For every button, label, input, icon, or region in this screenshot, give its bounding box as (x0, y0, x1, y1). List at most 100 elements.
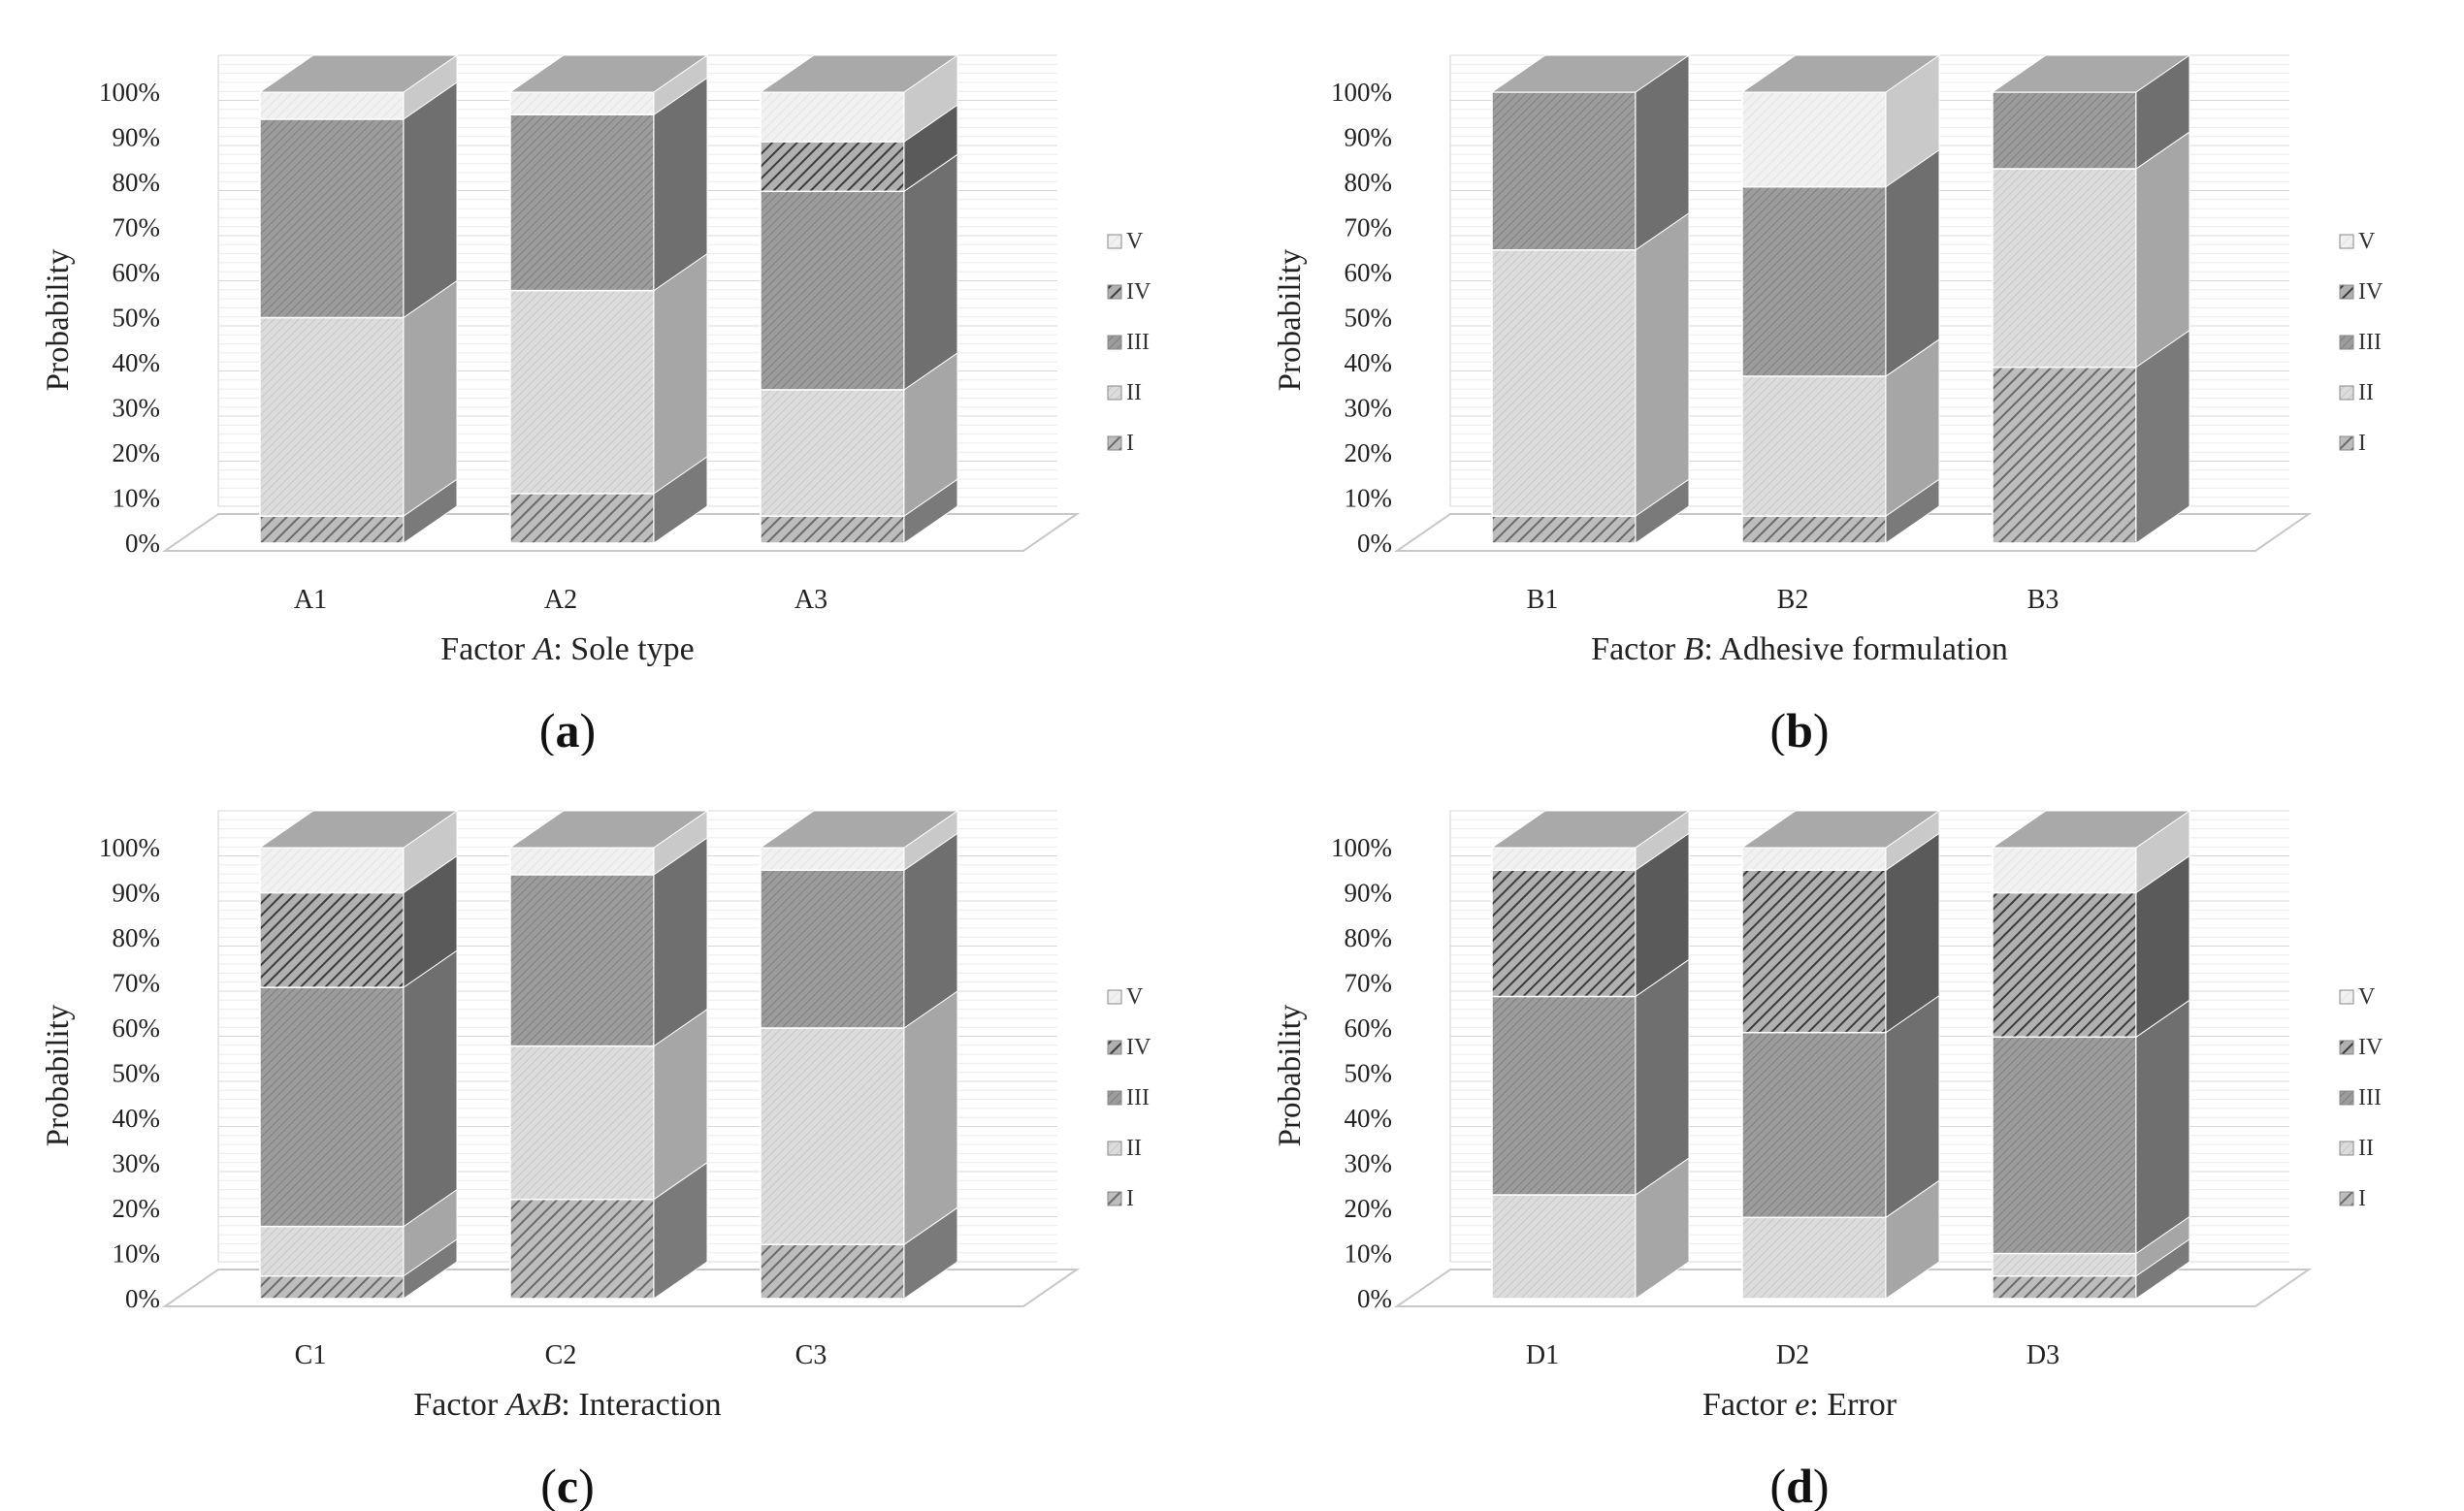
chart-panel-b: 0% 10% 20% 30% 40% 50% 60% 70% 80% 90% 100% B1 B2 B3… (1232, 0, 2464, 756)
y-tick-label: 100% (99, 833, 160, 862)
bar-top (759, 810, 959, 849)
legend-label: IV (1126, 279, 1151, 305)
bar-side-III (403, 949, 458, 1228)
x-tick-label: C1 (295, 1340, 327, 1370)
bar-segment-V (1741, 847, 1887, 871)
legend-swatch-V (1107, 234, 1122, 249)
bar-segment-I (1992, 366, 2137, 544)
stacked-bar-chart-c: 0% 10% 20% 30% 40% 50% 60% 70% 80% 90% 100% C1 C2 C3… (41, 810, 1151, 1511)
y-tick-label: 100% (1331, 833, 1392, 862)
bar-segment-II (509, 289, 655, 495)
panel-caption: (a) (539, 703, 596, 756)
chart-panel-d: 0% 10% 20% 30% 40% 50% 60% 70% 80% 90% 100% D1 D2 D3… (1232, 756, 2464, 1511)
y-axis-label: Probability (1273, 1004, 1308, 1146)
x-tick-label: C3 (795, 1340, 827, 1370)
bar-segment-II (1491, 249, 1637, 517)
legend-swatch-V (2339, 234, 2354, 249)
x-axis-label: Factor A: Sole type (440, 631, 695, 667)
y-tick-label: 10% (113, 1239, 161, 1269)
y-tick-label: 60% (113, 1013, 161, 1043)
bar-side-III (2135, 999, 2190, 1255)
y-tick-label: 40% (113, 1104, 161, 1133)
bar-segment-III (509, 113, 655, 292)
legend-label: I (2358, 1186, 2366, 1211)
bar-segment-I (1491, 515, 1637, 544)
bar-side-III (1885, 994, 1940, 1219)
y-tick-label: 50% (1345, 1059, 1393, 1088)
y-tick-labels: 0% 10% 20% 30% 40% 50% 60% 70% 80% 90% 100% (1331, 78, 1392, 558)
y-tick-labels: 0% 10% 20% 30% 40% 50% 60% 70% 80% 90% 100% (99, 78, 160, 558)
x-tick-labels: D1 D2 D3 (1526, 1340, 2059, 1370)
bar-segment-III (509, 874, 655, 1047)
y-tick-label: 100% (1331, 78, 1392, 107)
y-tick-label: 70% (113, 213, 161, 242)
legend-label: IV (2358, 279, 2383, 305)
bar-segment-V (259, 847, 405, 894)
y-tick-label: 80% (1345, 923, 1393, 952)
bar-side-III (1635, 958, 1690, 1197)
bar-segment-II (509, 1045, 655, 1201)
legend-swatch-I (2339, 435, 2354, 451)
panel-caption: (d) (1769, 1459, 1829, 1511)
legend-label: II (1126, 1136, 1142, 1161)
x-tick-labels: A1 A2 A3 (294, 585, 827, 615)
bar-top (258, 810, 459, 849)
legend-label: III (1126, 1085, 1150, 1110)
bar-segment-II (1491, 1194, 1637, 1300)
bar-top (1991, 810, 2191, 849)
y-axis-label: Probability (1273, 248, 1308, 391)
bar-segment-III (1741, 1031, 1887, 1219)
legend-swatch-I (1107, 1191, 1122, 1206)
bar-top (1740, 54, 1941, 93)
bar-segment-I (760, 515, 905, 544)
bar-side-II (903, 990, 958, 1246)
y-tick-label: 10% (1345, 1239, 1393, 1269)
bar-segment-II (760, 1027, 905, 1245)
bar-segment-II (1992, 168, 2137, 369)
bar-A2 (508, 54, 709, 544)
legend-label: II (1126, 380, 1142, 405)
y-tick-label: 80% (113, 923, 161, 952)
bar-segment-IV (760, 141, 905, 193)
bar-segment-III (1992, 1036, 2137, 1255)
bar-top (1490, 810, 1691, 849)
bar-segment-III (1741, 185, 1887, 377)
bar-segment-IV (1491, 869, 1637, 998)
y-tick-label: 40% (113, 348, 161, 377)
bar-segment-II (1992, 1252, 2137, 1277)
bar-segment-II (760, 389, 905, 517)
y-tick-label: 40% (1345, 348, 1393, 377)
bar-segment-V (509, 91, 655, 115)
legend-swatch-II (1107, 1141, 1122, 1156)
bar-segment-I (509, 493, 655, 544)
bar-segment-III (760, 190, 905, 391)
y-tick-label: 60% (1345, 258, 1393, 287)
y-tick-label: 30% (1345, 1149, 1393, 1178)
x-tick-label: A3 (794, 585, 827, 615)
y-tick-label: 60% (1345, 1013, 1393, 1043)
y-tick-label: 90% (113, 123, 161, 152)
legend-swatch-IV (2339, 1040, 2354, 1055)
bars (1490, 54, 2191, 544)
legend-label: I (1126, 431, 1134, 456)
bar-top (508, 810, 709, 849)
bar-top (759, 54, 959, 93)
bar-segment-III (1491, 91, 1637, 251)
y-tick-label: 70% (1345, 213, 1393, 242)
bar-segment-I (509, 1198, 655, 1300)
bar-A3 (759, 54, 959, 544)
legend-label: II (2358, 380, 2374, 405)
bars (258, 810, 959, 1300)
legend-label: III (1126, 330, 1150, 355)
legend-swatch-V (2339, 989, 2354, 1005)
y-tick-label: 50% (1345, 304, 1393, 333)
x-tick-label: B2 (1777, 585, 1809, 615)
legend-swatch-V (1107, 989, 1122, 1005)
x-tick-label: D1 (1526, 1340, 1559, 1370)
legend-label: V (2358, 984, 2376, 1010)
bars (1490, 810, 2191, 1300)
bar-segment-V (1741, 91, 1887, 188)
legend-label: IV (2358, 1035, 2383, 1060)
bar-segment-II (1741, 1216, 1887, 1300)
